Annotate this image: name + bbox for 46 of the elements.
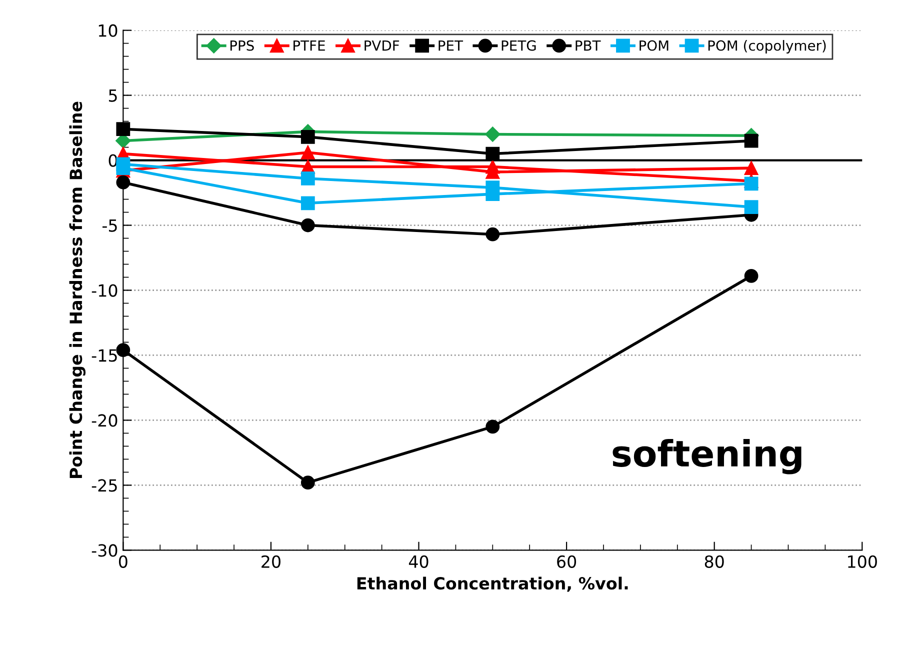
x-tick-label: 20 — [262, 555, 280, 568]
point — [485, 126, 500, 142]
legend-label: POM — [640, 40, 668, 51]
point — [300, 130, 315, 144]
legend-label: PBT — [576, 40, 601, 51]
legend-label: PPS — [230, 40, 254, 51]
x-tick-label: 100 — [848, 555, 877, 568]
point — [744, 134, 758, 148]
point — [486, 180, 500, 195]
annotation: softening — [612, 438, 802, 474]
x-tick-label: 40 — [408, 555, 428, 568]
point — [486, 160, 500, 174]
point — [116, 175, 130, 190]
y-tick-label: -15 — [92, 349, 117, 362]
legend-label: POM (copolymer) — [708, 40, 826, 54]
point — [116, 343, 130, 357]
point — [300, 146, 315, 160]
y-tick-label: -5 — [102, 219, 117, 232]
point — [744, 161, 758, 176]
y-tick-label: -20 — [92, 414, 118, 427]
x-tick-label: 80 — [704, 555, 724, 568]
legend-label: PET — [438, 40, 464, 51]
point — [486, 146, 500, 161]
x-axis-title: Ethanol Concentration, %vol. — [357, 576, 628, 592]
y-tick-label: 5 — [108, 89, 117, 102]
legend-label: PETG — [502, 40, 536, 51]
point — [486, 420, 500, 434]
point — [744, 269, 758, 283]
legend-label: PTFE — [294, 40, 325, 51]
x-tick-label: 60 — [557, 555, 576, 568]
y-tick-label: 10 — [98, 24, 118, 37]
point — [300, 476, 315, 490]
point — [744, 200, 758, 214]
point — [116, 122, 130, 136]
point — [300, 172, 315, 186]
point — [744, 176, 758, 191]
point — [300, 218, 315, 232]
y-axis-title: Point Change in Hardness from Baseline — [69, 102, 86, 478]
y-tick-label: -30 — [92, 544, 118, 557]
point — [116, 157, 130, 172]
point — [300, 196, 315, 210]
y-tick-label: -10 — [92, 284, 118, 297]
legend-label: PVDF — [364, 40, 400, 51]
x-tick-label: 0 — [118, 555, 128, 568]
y-tick-label: -25 — [92, 479, 117, 492]
point — [486, 227, 500, 242]
